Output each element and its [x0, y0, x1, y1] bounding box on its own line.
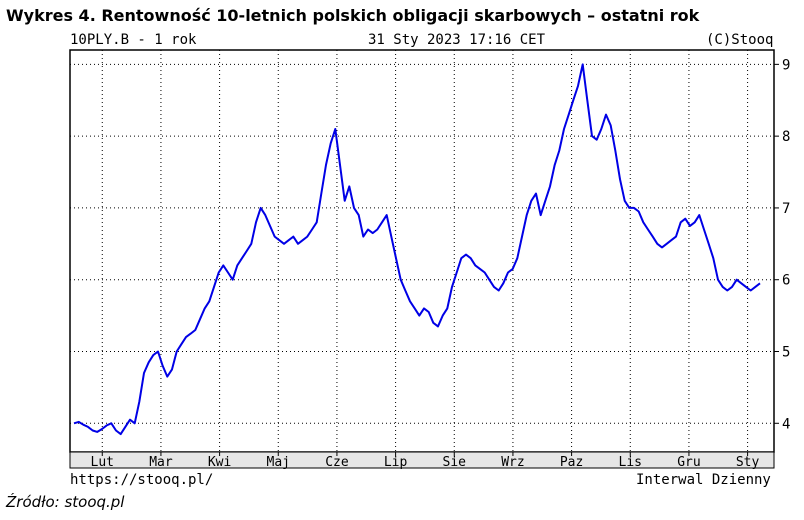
- y-tick-label: 7: [782, 201, 790, 217]
- x-tick-label: Cze: [325, 455, 349, 470]
- footer-interval: Interwal Dzienny: [636, 472, 771, 488]
- x-tick-label: Sty: [736, 455, 760, 470]
- y-tick-label: 9: [782, 57, 790, 73]
- x-tick-label: Maj: [267, 455, 290, 470]
- symbol-label: 10PLY.B - 1 rok: [70, 32, 197, 48]
- y-tick-label: 4: [782, 416, 790, 432]
- x-tick-label: Wrz: [501, 455, 524, 470]
- x-tick-label: Sie: [443, 455, 467, 470]
- source-note: Źródło: stooq.pl: [6, 493, 125, 511]
- x-tick-label: Gru: [677, 455, 700, 470]
- series-line: [73, 63, 761, 436]
- datetime-label: 31 Sty 2023 17:16 CET: [368, 32, 546, 48]
- x-tick-label: Paz: [560, 455, 583, 470]
- series-yield: [73, 63, 761, 436]
- x-tick-label: Kwi: [208, 455, 231, 470]
- copyright-label: (C)Stooq: [706, 32, 774, 48]
- y-tick-label: 6: [782, 273, 790, 289]
- x-tick-label: Mar: [149, 455, 173, 470]
- y-tick-label: 8: [782, 129, 790, 145]
- x-tick-label: Lis: [619, 455, 642, 470]
- x-tick-label: Lip: [384, 455, 408, 470]
- x-axis: Lut Mar Kwi Maj Cze Lip Sie Wrz Paz Lis Gru Sty: [91, 452, 760, 470]
- x-tick-label: Lut: [91, 455, 114, 470]
- y-tick-label: 5: [782, 345, 790, 361]
- figure-title: Wykres 4. Rentowność 10-letnich polskich…: [6, 6, 700, 25]
- footer-url[interactable]: https://stooq.pl/: [70, 472, 214, 488]
- y-axis: 4 5 6 7 8 9: [774, 57, 790, 432]
- grid-lines: [70, 50, 774, 452]
- plot-border: [69, 49, 775, 453]
- x-axis-band: [69, 451, 775, 469]
